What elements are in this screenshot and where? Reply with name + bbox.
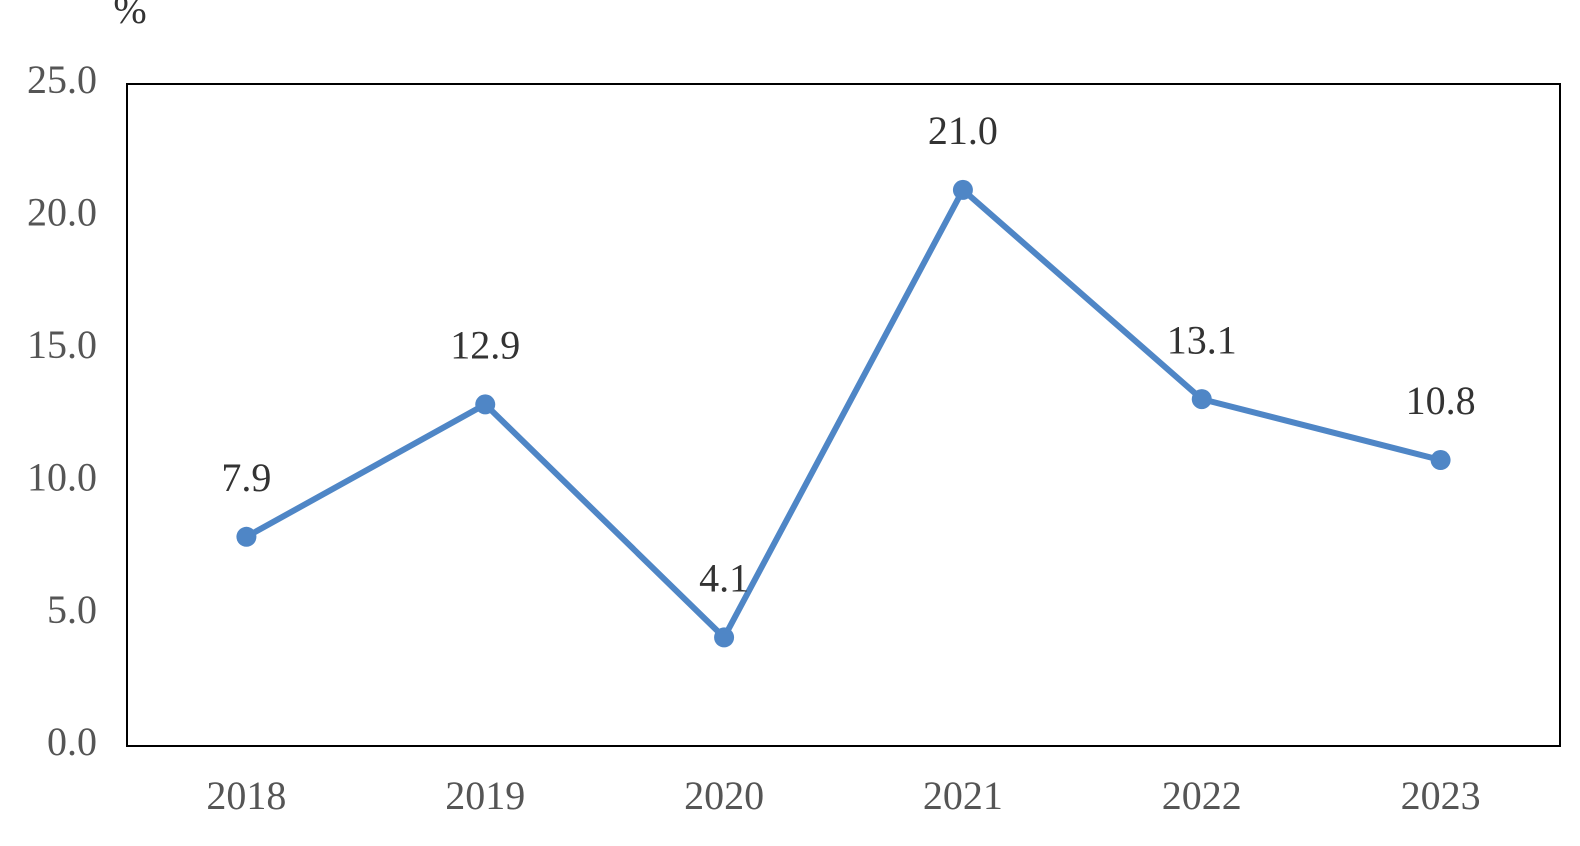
x-tick-label: 2021	[923, 773, 1003, 818]
data-label: 4.1	[699, 556, 749, 601]
data-label: 10.8	[1406, 378, 1476, 423]
data-point	[714, 627, 735, 648]
x-tick-label: 2023	[1401, 773, 1481, 818]
data-point	[475, 394, 496, 415]
data-point	[1191, 389, 1212, 410]
plot-frame	[126, 83, 1561, 747]
y-tick-label: 0.0	[47, 719, 97, 764]
data-line	[244, 186, 1442, 641]
y-tick-label: 10.0	[27, 454, 97, 499]
y-tick-label: 25.0	[27, 57, 97, 102]
x-tick-label: 2020	[684, 773, 764, 818]
data-point	[952, 179, 973, 200]
y-axis-label: %	[113, 0, 146, 32]
x-tick-label: 2019	[445, 773, 525, 818]
data-label: 7.9	[221, 455, 271, 500]
data-label: 12.9	[450, 323, 520, 368]
data-point	[236, 526, 257, 547]
y-tick-label: 15.0	[27, 322, 97, 367]
data-label: 13.1	[1167, 317, 1237, 362]
x-tick-label: 2018	[206, 773, 286, 818]
data-point	[1430, 450, 1451, 471]
x-tick-label: 2022	[1162, 773, 1242, 818]
data-label: 21.0	[928, 108, 998, 153]
y-tick-label: 5.0	[47, 587, 97, 632]
y-tick-label: 20.0	[27, 190, 97, 235]
